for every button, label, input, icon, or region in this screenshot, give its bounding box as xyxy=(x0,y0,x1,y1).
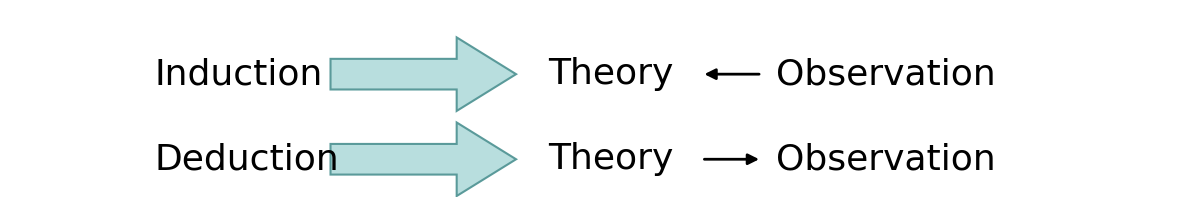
Text: Observation: Observation xyxy=(776,142,996,176)
Text: Induction: Induction xyxy=(154,57,323,91)
Text: Observation: Observation xyxy=(776,57,996,91)
Text: Theory: Theory xyxy=(548,57,674,91)
Polygon shape xyxy=(330,122,516,196)
Polygon shape xyxy=(330,37,516,111)
Text: Theory: Theory xyxy=(548,142,674,176)
Text: Deduction: Deduction xyxy=(154,142,339,176)
